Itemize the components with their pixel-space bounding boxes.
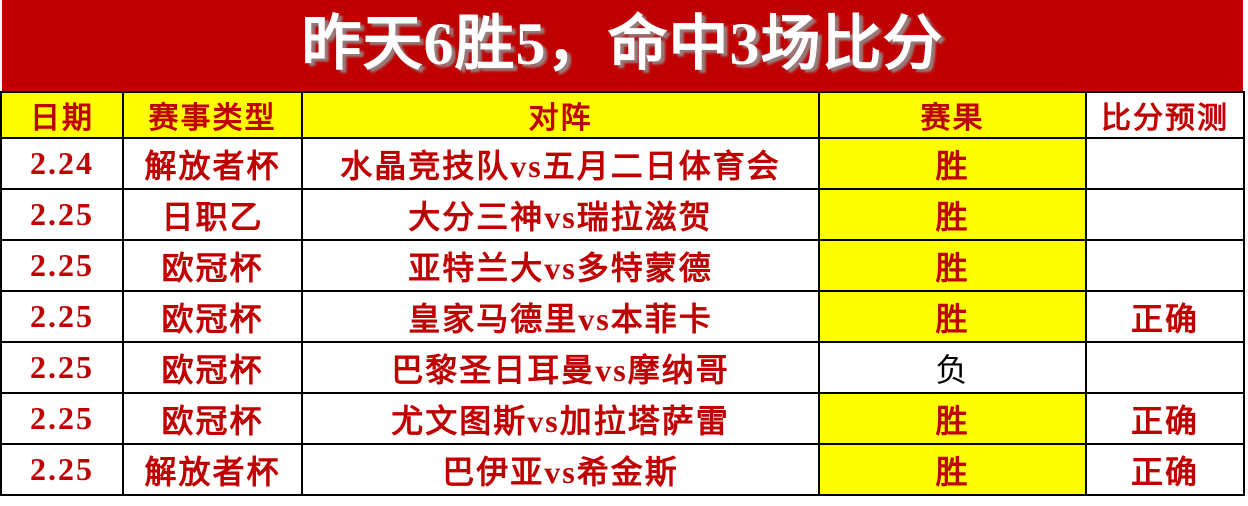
banner: 昨天6胜5，命中3场比分	[2, 0, 1243, 91]
result-cell: 胜	[818, 290, 1087, 343]
header-match: 对阵	[301, 91, 820, 139]
match-cell: 亚特兰大vs多特蒙德	[301, 239, 820, 292]
league-cell: 欧冠杯	[122, 341, 303, 394]
prediction-cell	[1085, 341, 1245, 394]
league-cell: 解放者杯	[122, 137, 303, 190]
date-cell: 2.25	[0, 239, 124, 292]
table-row: 2.25 解放者杯 巴伊亚vs希金斯 胜 正确	[0, 443, 1245, 496]
results-table: 日期 赛事类型 对阵 赛果 比分预测 2.24 解放者杯 水晶竞技队vs五月二日…	[0, 91, 1245, 496]
league-cell: 欧冠杯	[122, 290, 303, 343]
match-cell: 巴黎圣日耳曼vs摩纳哥	[301, 341, 820, 394]
header-row: 日期 赛事类型 对阵 赛果 比分预测	[0, 91, 1245, 139]
date-cell: 2.25	[0, 392, 124, 445]
table-row: 2.25 日职乙 大分三神vs瑞拉滋贺 胜	[0, 188, 1245, 241]
result-cell: 胜	[818, 239, 1087, 292]
prediction-cell	[1085, 239, 1245, 292]
match-cell: 巴伊亚vs希金斯	[301, 443, 820, 496]
league-cell: 欧冠杯	[122, 239, 303, 292]
date-cell: 2.25	[0, 341, 124, 394]
prediction-cell: 正确	[1085, 443, 1245, 496]
result-cell: 胜	[818, 188, 1087, 241]
league-cell: 解放者杯	[122, 443, 303, 496]
result-cell: 胜	[818, 137, 1087, 190]
prediction-cell	[1085, 188, 1245, 241]
table-row: 2.24 解放者杯 水晶竞技队vs五月二日体育会 胜	[0, 137, 1245, 190]
match-cell: 皇家马德里vs本菲卡	[301, 290, 820, 343]
match-cell: 水晶竞技队vs五月二日体育会	[301, 137, 820, 190]
header-prediction: 比分预测	[1085, 91, 1245, 139]
league-cell: 日职乙	[122, 188, 303, 241]
date-cell: 2.25	[0, 443, 124, 496]
table-row: 2.25 欧冠杯 皇家马德里vs本菲卡 胜 正确	[0, 290, 1245, 343]
table-row: 2.25 欧冠杯 巴黎圣日耳曼vs摩纳哥 负	[0, 341, 1245, 394]
date-cell: 2.25	[0, 290, 124, 343]
date-cell: 2.24	[0, 137, 124, 190]
header-league: 赛事类型	[122, 91, 303, 139]
match-cell: 尤文图斯vs加拉塔萨雷	[301, 392, 820, 445]
league-cell: 欧冠杯	[122, 392, 303, 445]
prediction-cell	[1085, 137, 1245, 190]
result-cell: 负	[818, 341, 1087, 394]
result-cell: 胜	[818, 443, 1087, 496]
header-date: 日期	[0, 91, 124, 139]
prediction-cell: 正确	[1085, 290, 1245, 343]
prediction-cell: 正确	[1085, 392, 1245, 445]
header-result: 赛果	[818, 91, 1087, 139]
table-row: 2.25 欧冠杯 尤文图斯vs加拉塔萨雷 胜 正确	[0, 392, 1245, 445]
banner-title: 昨天6胜5，命中3场比分	[301, 10, 944, 77]
date-cell: 2.25	[0, 188, 124, 241]
result-cell: 胜	[818, 392, 1087, 445]
table-row: 2.25 欧冠杯 亚特兰大vs多特蒙德 胜	[0, 239, 1245, 292]
match-cell: 大分三神vs瑞拉滋贺	[301, 188, 820, 241]
